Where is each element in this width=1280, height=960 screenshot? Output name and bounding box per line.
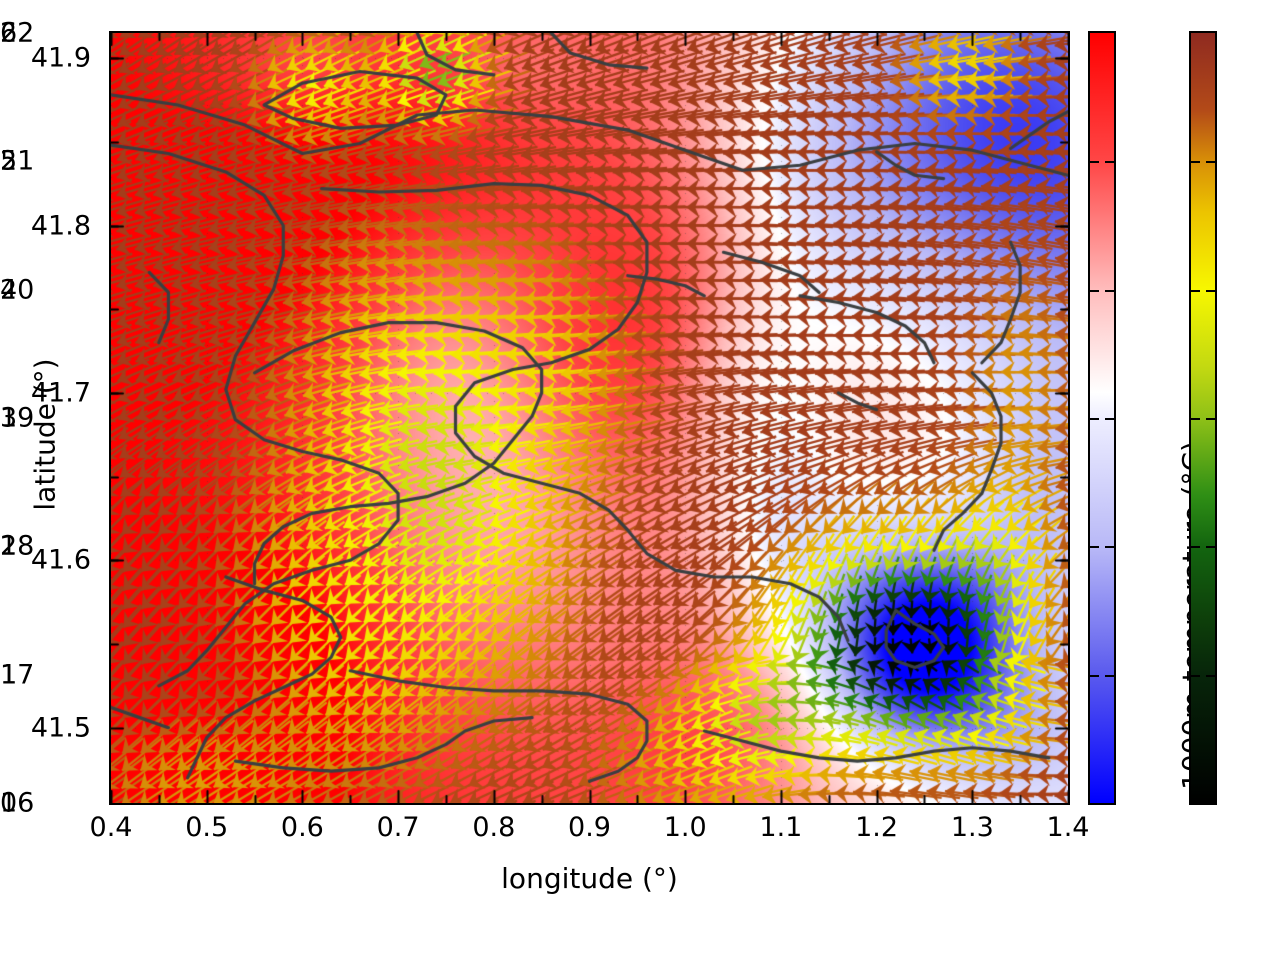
- colorbar-tick-mark: [1105, 289, 1114, 292]
- colorbar-tick-mark: [1191, 289, 1200, 292]
- colorbar-tick-mark: [1191, 161, 1200, 164]
- colorbar-tick-label: 20: [0, 274, 35, 306]
- colorbar-tick-label: 19: [0, 402, 35, 434]
- terrain-contour-layer: [111, 33, 1068, 803]
- y-axis-title: latitude (°): [28, 358, 62, 511]
- colorbar-tick-label: 22: [0, 17, 35, 49]
- colorbar-tick-mark: [1090, 289, 1099, 292]
- colorbar-tick-mark: [1206, 418, 1215, 420]
- colorbar-tick-mark: [1090, 418, 1099, 420]
- y-tick-label: 41.9: [30, 42, 91, 74]
- colorbar-tick-label: 5: [0, 145, 18, 177]
- colorbar-tick-label: 0: [0, 787, 18, 819]
- x-tick-label: 1.3: [950, 812, 994, 843]
- x-tick-label: 0.9: [568, 812, 611, 843]
- colorbar-tick-label: 6: [0, 17, 18, 49]
- colorbar-tick-mark: [1191, 418, 1200, 420]
- colorbar-tick-mark: [1105, 418, 1114, 420]
- colorbar-tick-label: 4: [0, 274, 18, 306]
- x-tick-label: 0.6: [280, 812, 324, 843]
- colorbar-tick-mark: [1206, 289, 1215, 292]
- colorbar-tick-mark: [1105, 674, 1114, 677]
- colorbar-tick-mark: [1191, 546, 1200, 549]
- colorbar-tick-mark: [1191, 674, 1200, 677]
- x-tick-label: 1.4: [1046, 812, 1090, 843]
- colorbar-tick-mark: [1090, 546, 1099, 549]
- x-tick-label: 1.1: [759, 812, 803, 843]
- colorbar-tick-mark: [1206, 546, 1215, 549]
- colorbar-tick-mark: [1090, 161, 1099, 164]
- colorbar-tick-mark: [1105, 161, 1114, 164]
- colorbar-tick-label: 18: [0, 530, 35, 562]
- colorbar-tick-label: 3: [0, 402, 18, 434]
- x-tick-label: 1.2: [855, 812, 899, 843]
- y-tick-label: 41.5: [30, 712, 91, 744]
- x-tick-label: 0.5: [185, 812, 229, 843]
- colorbar-tick-mark: [1206, 161, 1215, 164]
- x-tick-label: 0.8: [472, 812, 516, 843]
- colorbar-wind-speed: [1189, 31, 1217, 805]
- colorbar-tick-mark: [1105, 546, 1114, 549]
- colorbar-tick-label: 16: [0, 787, 35, 819]
- colorbar-tick-label: 21: [0, 145, 35, 177]
- colorbar-temperature: [1088, 31, 1116, 805]
- x-tick-label: 0.7: [376, 812, 420, 843]
- colorbar-tick-label: 17: [0, 659, 35, 691]
- x-tick-label: 0.4: [89, 812, 133, 843]
- colorbar-tick-label: 1: [0, 659, 18, 691]
- colorbar-tick-label: 2: [0, 530, 18, 562]
- colorbar-tick-mark: [1206, 674, 1215, 677]
- x-tick-label: 1.0: [663, 812, 707, 843]
- plot-area: [109, 31, 1070, 805]
- y-tick-label: 41.8: [30, 210, 91, 241]
- y-tick-label: 41.6: [30, 544, 91, 576]
- y-tick-label: 41.7: [30, 377, 91, 409]
- colorbar-tick-mark: [1090, 674, 1099, 677]
- x-axis-title: longitude (°): [501, 862, 678, 895]
